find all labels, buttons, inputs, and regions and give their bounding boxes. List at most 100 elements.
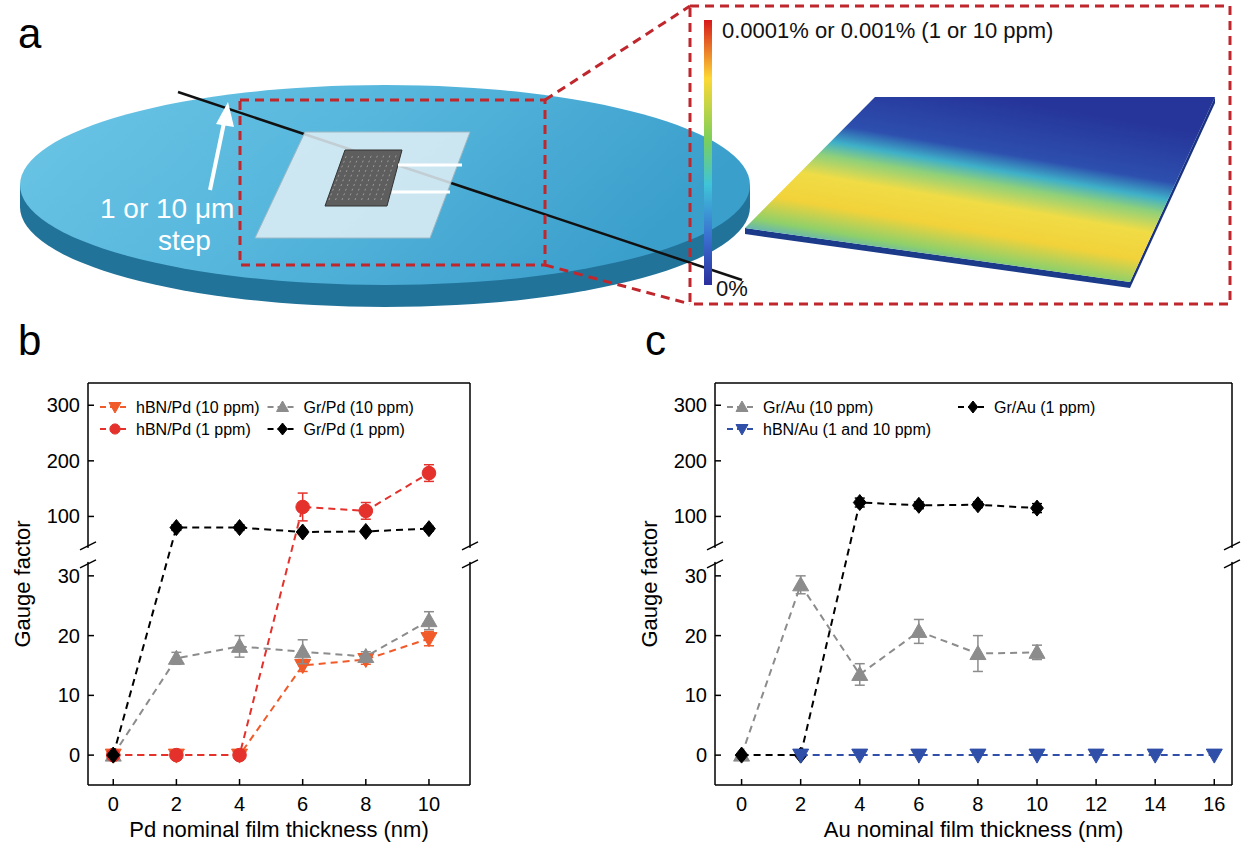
plot-area	[105, 465, 437, 763]
sensor-texture	[329, 154, 347, 200]
legend-label: hBN/Pd (10 ppm)	[136, 399, 260, 416]
axis-break-mark	[1224, 560, 1240, 568]
marker	[358, 649, 374, 663]
legend: hBN/Pd (10 ppm)Gr/Pd (10 ppm)hBN/Pd (1 p…	[100, 399, 414, 438]
y-tick	[715, 695, 721, 697]
error-bar-cap	[914, 619, 924, 621]
marker	[423, 521, 436, 537]
frame-line	[469, 383, 471, 785]
x-tick	[428, 779, 430, 785]
legend-marker	[110, 424, 120, 434]
marker	[1088, 749, 1104, 763]
y-tick-label: 20	[685, 625, 707, 647]
panel-label: b	[18, 317, 41, 364]
x-axis-title: Au nominal film thickness (nm)	[824, 817, 1124, 842]
marker	[232, 638, 248, 652]
marker	[972, 497, 985, 513]
marker	[421, 613, 437, 627]
error-bar-cap	[424, 481, 434, 483]
y-tick	[88, 635, 94, 637]
step-arrow-head	[216, 102, 234, 127]
marker	[107, 747, 120, 763]
axis-break-mark	[707, 542, 723, 550]
disk-top	[20, 85, 750, 285]
error-bar-cap	[424, 629, 434, 631]
error-bar-cap	[914, 643, 924, 645]
zoom-connector	[545, 265, 690, 304]
error-bar-cap	[1032, 659, 1042, 661]
y-tick-label: 30	[58, 565, 80, 587]
legend-marker	[277, 401, 289, 412]
plot-area	[734, 495, 1223, 764]
x-tick-label: 12	[1085, 793, 1107, 815]
electrode	[398, 164, 462, 167]
legend-marker	[109, 403, 121, 414]
figure: 1 or 10 μmstep0.0001% or 0.001% (1 or 10…	[0, 0, 1248, 849]
marker	[170, 748, 184, 762]
x-tick	[741, 779, 743, 785]
sensor-texture	[355, 154, 372, 200]
series-line	[742, 503, 1037, 756]
legend-label: hBN/Au (1 and 10 ppm)	[763, 421, 931, 438]
marker	[852, 666, 868, 680]
x-axis-title: Pd nominal film thickness (nm)	[129, 817, 429, 842]
marker	[912, 497, 925, 513]
axis-line	[714, 383, 716, 785]
legend-label: Gr/Au (1 ppm)	[994, 399, 1095, 416]
legend-marker	[736, 401, 748, 412]
y-tick-label: 0	[69, 744, 80, 766]
colorbar-min-label: 0%	[716, 276, 748, 301]
axis-line	[88, 784, 470, 786]
series-line	[113, 639, 429, 756]
series-line	[113, 528, 429, 756]
error-bar-cap	[361, 518, 371, 520]
marker	[1147, 749, 1163, 763]
y-tick	[715, 460, 721, 462]
y-tick-label: 300	[674, 394, 707, 416]
y-tick	[88, 516, 94, 518]
marker	[970, 749, 986, 763]
marker	[233, 748, 247, 762]
zoom-box	[690, 6, 1230, 304]
x-tick	[800, 779, 802, 785]
legend-marker	[278, 423, 288, 435]
marker	[233, 520, 246, 536]
panel-a: 1 or 10 μmstep0.0001% or 0.001% (1 or 10…	[18, 6, 1230, 307]
marker	[911, 623, 927, 637]
legend-label: Gr/Au (10 ppm)	[763, 399, 873, 416]
colorbar	[704, 20, 712, 285]
marker	[1029, 644, 1045, 658]
sensor-texture	[342, 154, 359, 200]
y-tick	[715, 754, 721, 756]
axis-break-mark	[707, 560, 723, 568]
marker	[911, 749, 927, 763]
frame-line	[88, 382, 470, 384]
legend-marker	[968, 401, 978, 413]
zoom-connector	[545, 6, 690, 100]
axis-break-gap	[465, 548, 475, 562]
colorbar-max-label: 0.0001% or 0.001% (1 or 10 ppm)	[722, 18, 1053, 43]
marker	[168, 749, 184, 763]
axis-break-mark	[462, 560, 478, 568]
x-tick-label: 4	[854, 793, 865, 815]
marker	[1029, 749, 1045, 763]
y-axis-title: Gauge factor	[637, 520, 662, 647]
legend-label: hBN/Pd (1 ppm)	[136, 421, 251, 438]
x-tick-label: 4	[234, 793, 245, 815]
y-tick	[715, 404, 721, 406]
x-tick-label: 8	[360, 793, 371, 815]
marker	[170, 520, 183, 536]
series-line	[113, 473, 429, 755]
frame-line	[1231, 383, 1233, 785]
x-tick	[1214, 779, 1216, 785]
axis-line	[87, 383, 89, 785]
y-tick-label: 100	[47, 505, 80, 527]
device-sensor	[325, 150, 402, 206]
x-tick-label: 2	[171, 793, 182, 815]
x-tick	[977, 779, 979, 785]
marker	[421, 633, 437, 647]
marker	[168, 650, 184, 664]
y-tick-label: 30	[685, 565, 707, 587]
y-tick-label: 20	[58, 625, 80, 647]
series-line	[742, 585, 1037, 755]
